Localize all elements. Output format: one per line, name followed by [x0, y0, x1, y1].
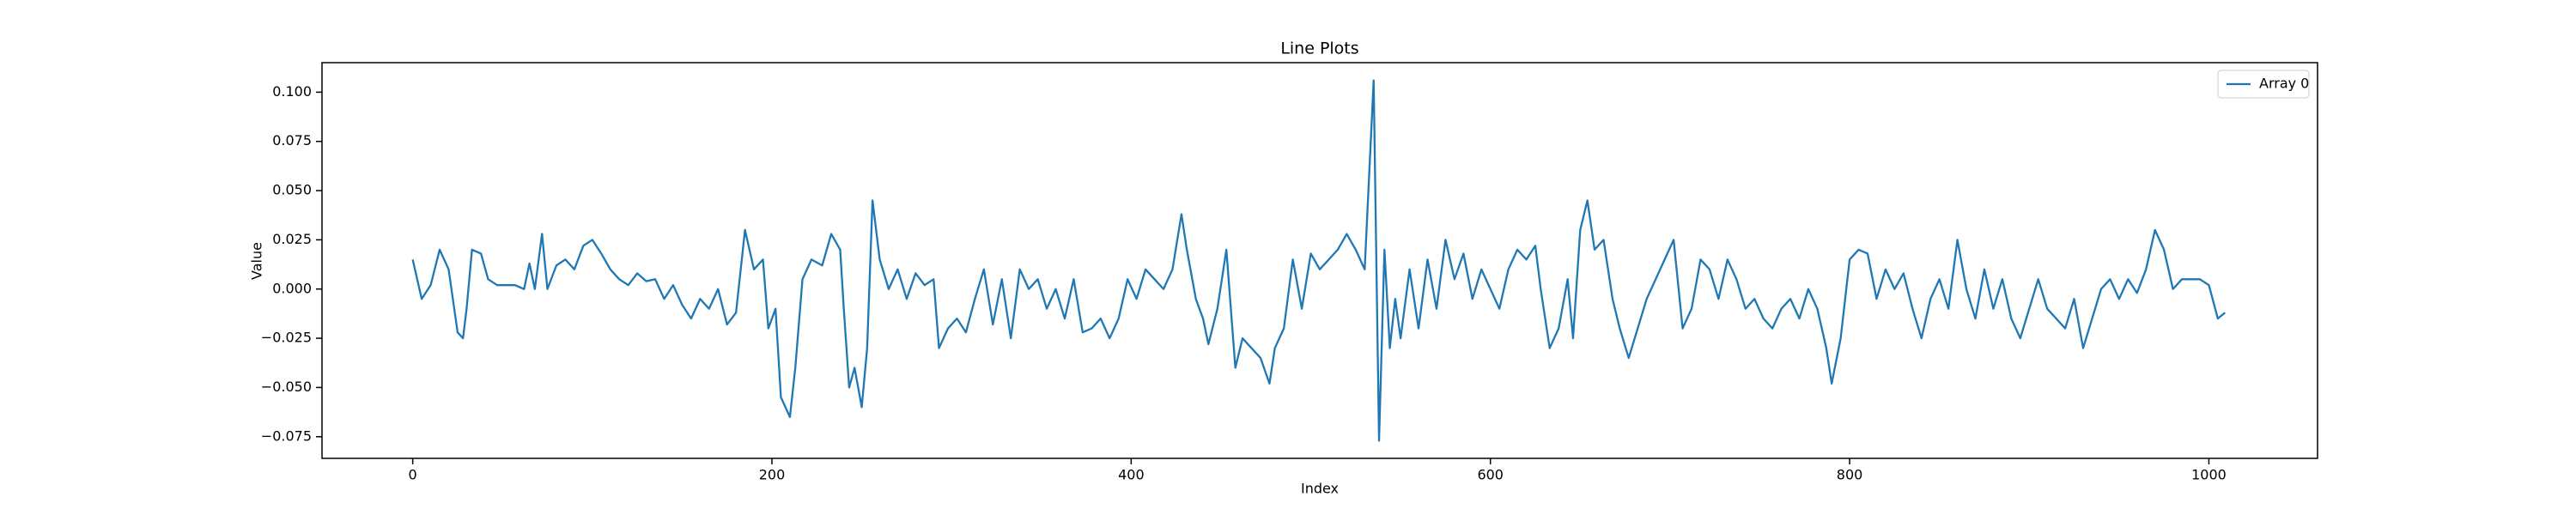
x-tick-label: 1000	[2191, 467, 2227, 483]
y-tick-label: 0.100	[272, 83, 312, 100]
legend-label: Array 0	[2259, 76, 2309, 92]
legend-box	[2217, 70, 2310, 99]
y-tick-label: 0.025	[272, 231, 312, 247]
x-axis-label: Index	[1301, 481, 1339, 497]
y-axis-label: Value	[249, 242, 265, 280]
data-line	[411, 79, 2227, 442]
x-tick-label: 800	[1837, 467, 1863, 483]
y-tick-label: 0.050	[272, 182, 312, 198]
x-tick-label: 0	[409, 467, 417, 483]
x-tick-label: 200	[759, 467, 786, 483]
chart-title: Line Plots	[1280, 39, 1358, 58]
x-tick-label: 400	[1118, 467, 1145, 483]
x-tick-label: 600	[1477, 467, 1504, 483]
y-tick-label: 0.075	[272, 132, 312, 148]
y-tick-label: 0.000	[272, 280, 312, 296]
y-tick-label: −0.050	[261, 379, 312, 395]
y-tick-label: −0.025	[261, 330, 312, 346]
plot-frame	[321, 62, 2318, 459]
y-tick-label: −0.075	[261, 427, 312, 444]
